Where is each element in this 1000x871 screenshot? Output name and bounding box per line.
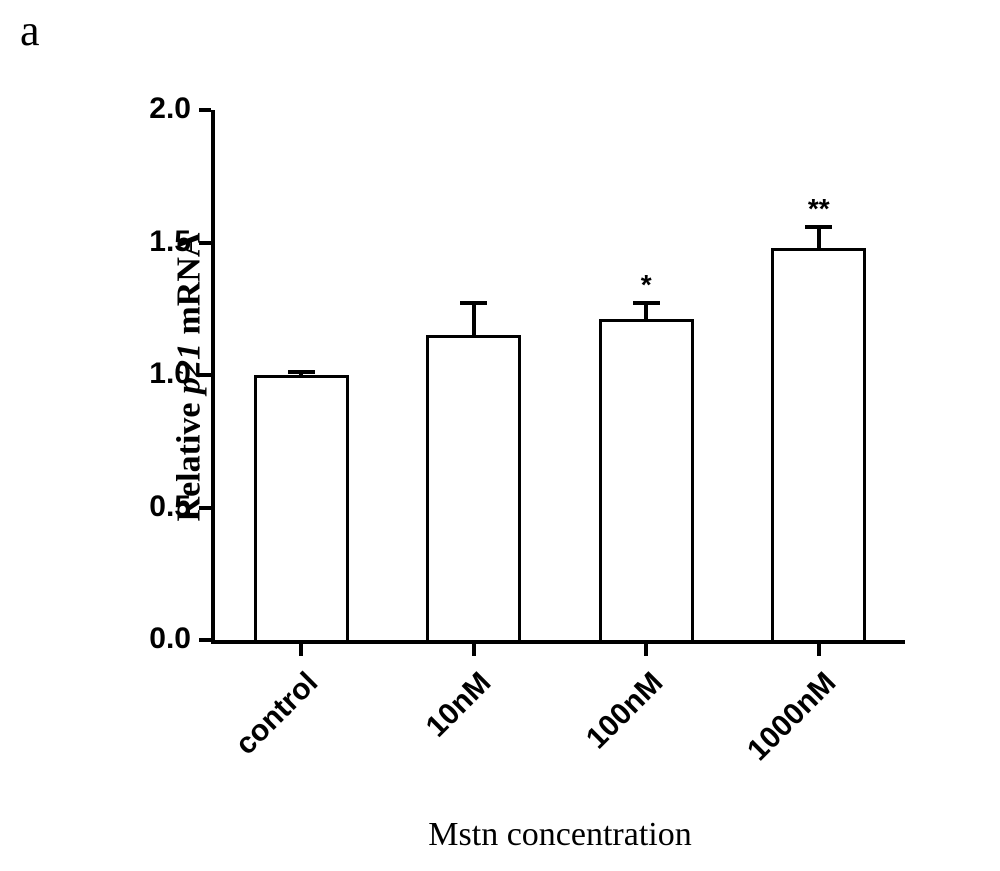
y-axis-line [211,110,215,644]
error-bar-cap [460,301,487,305]
significance-marker: ** [771,193,866,225]
x-tick [644,644,648,656]
y-title-italic: p21 [170,343,207,394]
x-category-label: 100nM [505,666,670,831]
y-tick [199,108,211,112]
bar [599,319,694,640]
error-bar-cap [288,370,315,374]
bar [426,335,521,640]
x-tick [299,644,303,656]
y-tick-label: 2.0 [121,92,191,126]
x-category-label: 1000nM [677,666,842,831]
significance-marker: * [599,269,694,301]
x-axis-title: Mstn concentration [215,816,905,854]
bar [254,375,349,640]
x-axis-line [211,640,905,644]
error-bar-stem [472,303,476,335]
x-tick [472,644,476,656]
panel-label: a [20,5,40,56]
x-category-label: control [160,666,325,831]
bar [771,248,866,640]
figure-container: a 0.0 0.5 1.0 1.5 2.0 * ** control 10nM … [0,0,1000,871]
error-bar-stem [817,227,821,248]
y-title-suffix: mRNA [170,233,207,343]
x-category-label: 10nM [332,666,497,831]
y-axis-title: Relative p21 mRNA [170,233,208,522]
x-tick [817,644,821,656]
y-tick [199,638,211,642]
error-bar-stem [644,303,648,319]
y-title-prefix: Relative [170,394,207,521]
error-bar-cap [633,301,660,305]
y-tick-label: 0.0 [121,622,191,656]
error-bar-cap [805,225,832,229]
